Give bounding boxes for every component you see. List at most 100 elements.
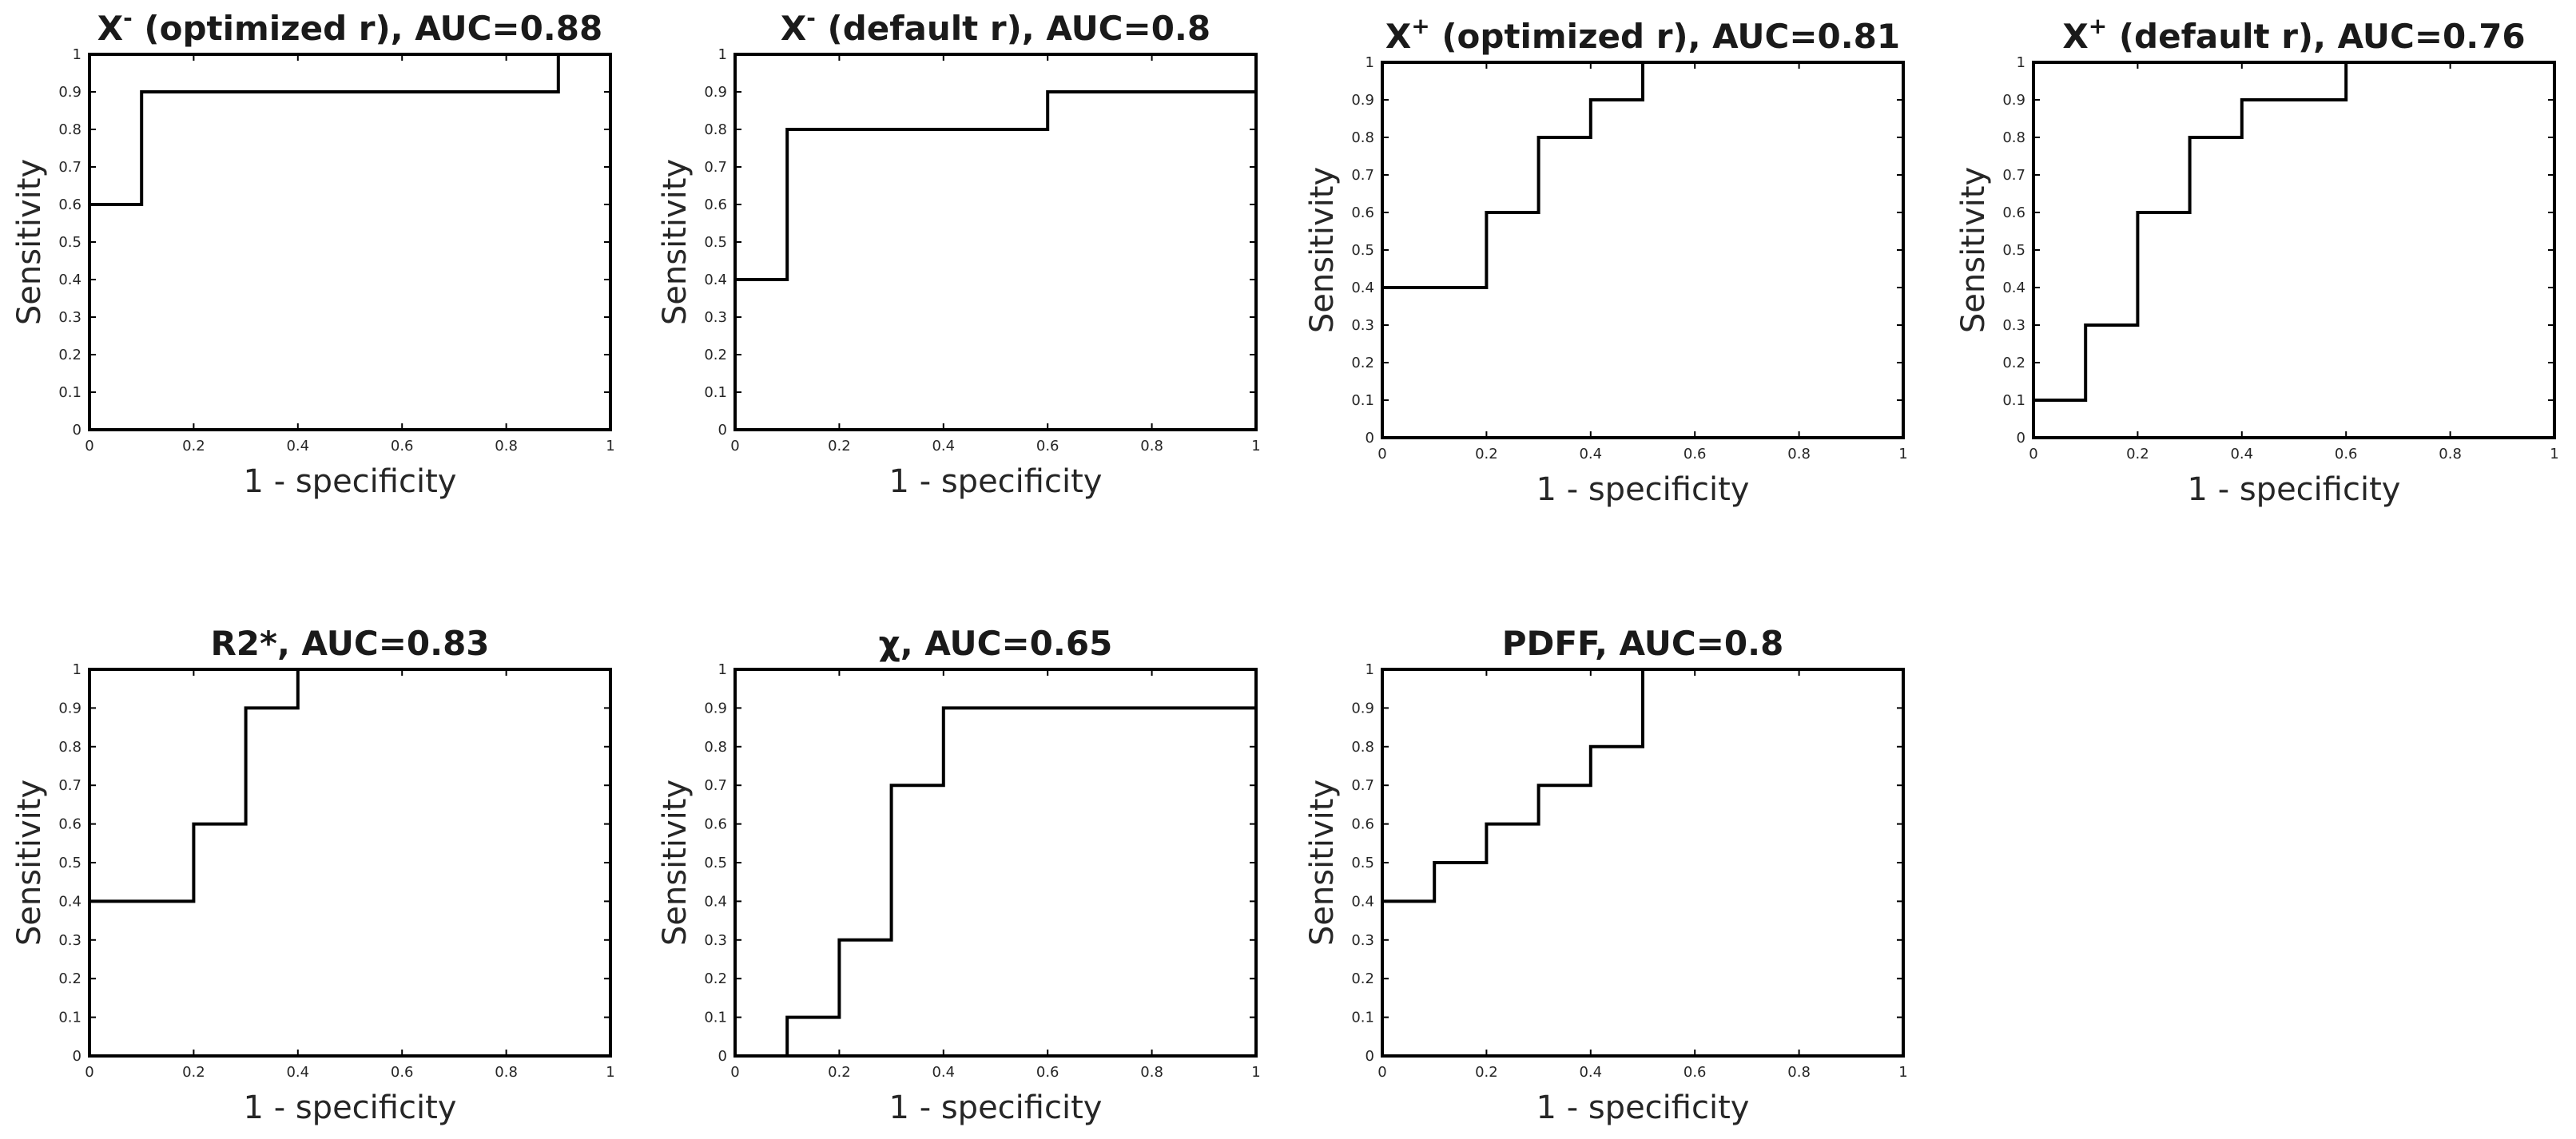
x-tick-label: 0.8 (495, 1064, 518, 1081)
y-tick-label: 0.6 (704, 816, 727, 833)
y-tick-label: 0.3 (58, 932, 81, 949)
y-tick-label: 0.1 (58, 384, 81, 401)
y-axis-label: Sensitivity (657, 159, 694, 325)
chart-title: X- (optimized r), AUC=0.88 (97, 5, 602, 48)
roc-curve-line (1381, 61, 1903, 438)
y-tick-label: 0.2 (58, 347, 81, 363)
chart-title-base: X (2062, 17, 2088, 56)
y-tick-label: 0.9 (58, 84, 81, 101)
x-tick-label: 0 (1377, 1064, 1386, 1081)
y-tick-label: 1 (73, 46, 81, 63)
chart-title: X+ (optimized r), AUC=0.81 (1385, 13, 1900, 56)
x-axis-label: 1 - specificity (2188, 471, 2401, 508)
y-axis-label: Sensitivity (1304, 167, 1341, 333)
y-tick-label: 0.6 (58, 196, 81, 213)
y-tick-label: 0 (2017, 430, 2025, 446)
x-tick-label: 0.6 (1036, 438, 1059, 454)
y-tick-label: 0.1 (704, 384, 727, 401)
y-tick-label: 0.5 (58, 234, 81, 251)
y-tick-label: 0 (718, 1048, 727, 1065)
y-tick-label: 0.6 (2002, 204, 2025, 221)
x-axis-label: 1 - specificity (1536, 1089, 1750, 1126)
y-axis-label: Sensitivity (1955, 167, 1992, 333)
y-tick-label: 0.7 (58, 777, 81, 794)
x-tick-label: 1 (1898, 446, 1907, 462)
x-tick-label: 0.4 (932, 438, 955, 454)
y-axis-label: Sensitivity (11, 159, 48, 325)
x-axis-label: 1 - specificity (889, 1089, 1103, 1126)
roc-curve-line (88, 668, 610, 1056)
x-tick-label: 0.6 (1684, 446, 1707, 462)
y-tick-label: 0.5 (704, 234, 727, 251)
y-tick-label: 0.9 (704, 84, 727, 101)
y-tick-label: 0.7 (1351, 167, 1374, 184)
x-tick-label: 0.2 (2126, 446, 2149, 462)
roc-curve-line (2032, 61, 2554, 438)
x-tick-label: 0.8 (1787, 446, 1811, 462)
y-tick-label: 0.4 (2002, 280, 2025, 296)
x-axis-label: 1 - specificity (244, 463, 457, 500)
y-tick-label: 0.7 (704, 777, 727, 794)
x-tick-label: 1 (606, 438, 614, 454)
x-axis-label: 1 - specificity (889, 463, 1103, 500)
y-tick-label: 1 (1366, 54, 1374, 71)
y-tick-label: 0.8 (704, 121, 727, 138)
chart-title-base: X (97, 9, 123, 48)
x-tick-label: 0.2 (828, 438, 851, 454)
chart-title-base: χ, AUC=0.65 (879, 624, 1113, 663)
y-tick-label: 0.1 (1351, 392, 1374, 409)
y-tick-label: 0.7 (2002, 167, 2025, 184)
y-tick-label: 0.8 (704, 739, 727, 756)
chart-title: X+ (default r), AUC=0.76 (2062, 13, 2525, 56)
y-tick-label: 0.6 (58, 816, 81, 833)
y-tick-label: 0.2 (2002, 355, 2025, 371)
y-tick-label: 0.1 (704, 1010, 727, 1026)
y-tick-label: 0.4 (58, 272, 81, 288)
y-tick-label: 0.6 (704, 196, 727, 213)
x-tick-label: 0.4 (286, 438, 309, 454)
y-tick-label: 0.5 (2002, 242, 2025, 259)
roc-curve-line (735, 669, 1258, 1058)
y-tick-label: 0.8 (58, 121, 81, 138)
y-tick-label: 0.5 (58, 855, 81, 871)
x-tick-label: 0.6 (1036, 1064, 1059, 1081)
x-tick-label: 0.8 (1140, 1064, 1163, 1081)
y-tick-label: 0.5 (1351, 242, 1374, 259)
x-tick-label: 0.2 (1475, 1064, 1498, 1081)
x-tick-label: 0.8 (1140, 438, 1163, 454)
chart-title-superscript: - (123, 5, 133, 31)
chart-title-rest: (default r), AUC=0.8 (816, 9, 1210, 48)
y-tick-label: 0.3 (1351, 317, 1374, 334)
x-tick-label: 0.2 (1475, 446, 1498, 462)
roc-panel: 0 0.2 0.4 0.6 0.8 1 0 0.1 0.2 0.3 0.4 0.5 0.6 0.7 0.8 0… (11, 5, 615, 500)
x-axis-label: 1 - specificity (244, 1089, 457, 1126)
y-tick-label: 0.9 (704, 700, 727, 716)
y-tick-label: 1 (73, 661, 81, 678)
y-tick-label: 0.8 (2002, 129, 2025, 146)
y-tick-label: 0.8 (58, 739, 81, 756)
chart-title-superscript: - (806, 5, 816, 31)
y-tick-label: 0.7 (1351, 777, 1374, 794)
y-tick-label: 0 (73, 1048, 81, 1065)
y-tick-label: 0.1 (1351, 1010, 1374, 1026)
chart-title-rest: (default r), AUC=0.76 (2107, 17, 2525, 56)
chart-title: PDFF, AUC=0.8 (1502, 624, 1784, 663)
chart-title-base: PDFF, AUC=0.8 (1502, 624, 1784, 663)
x-tick-label: 0.4 (2230, 446, 2253, 462)
x-axis-label: 1 - specificity (1536, 471, 1750, 508)
x-tick-label: 0.4 (286, 1064, 309, 1081)
y-tick-label: 0.4 (58, 893, 81, 910)
y-tick-label: 0.3 (704, 932, 727, 949)
x-tick-label: 0.6 (391, 1064, 414, 1081)
x-tick-label: 0 (85, 1064, 93, 1081)
y-tick-label: 0.9 (1351, 700, 1374, 716)
y-tick-label: 0.5 (704, 855, 727, 871)
x-tick-label: 0.6 (2335, 446, 2358, 462)
roc-panel: 0 0.2 0.4 0.6 0.8 1 0 0.1 0.2 0.3 0.4 0.5 0.6 0.7 0.8 0… (1304, 624, 1908, 1126)
chart-title-base: X (781, 9, 806, 48)
y-tick-label: 0.9 (2002, 92, 2025, 109)
x-tick-label: 0 (730, 1064, 739, 1081)
roc-curve-line (733, 54, 1258, 430)
x-tick-label: 0.6 (1684, 1064, 1707, 1081)
